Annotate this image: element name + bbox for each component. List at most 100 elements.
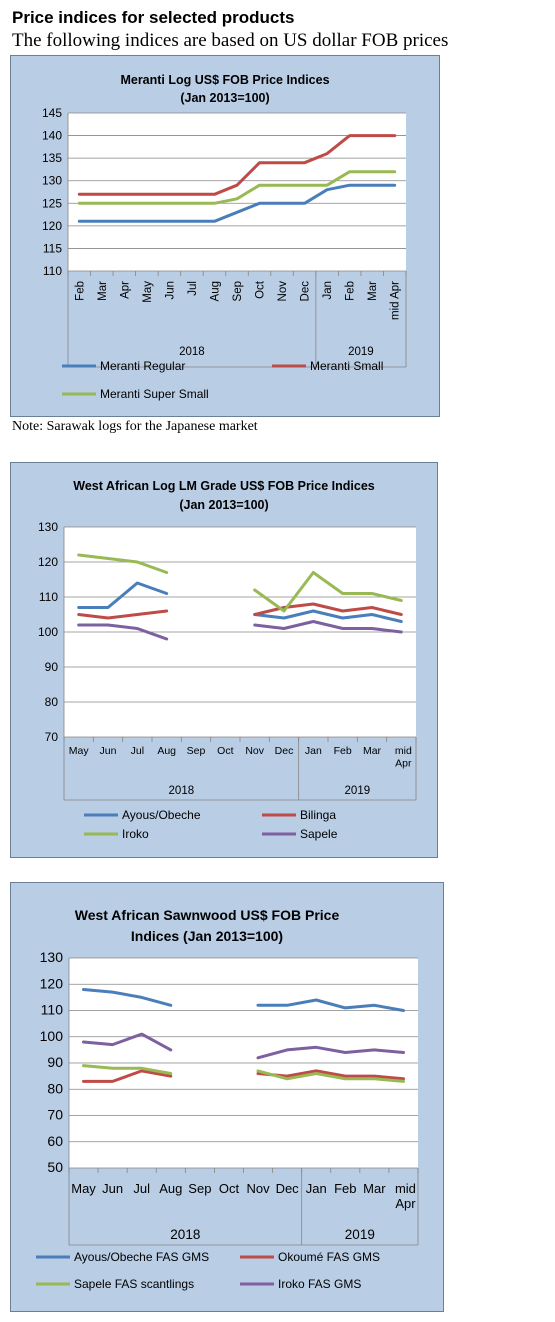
west-african-sawnwood-chart: West African Sawnwood US$ FOB Price Indic… [10, 882, 444, 1312]
x-tick-label: Dec [275, 745, 294, 757]
group-label: 2018 [169, 785, 195, 797]
y-tick-label: 90 [47, 1054, 63, 1070]
group-label: 2019 [345, 1227, 375, 1242]
y-tick-label: 70 [47, 1107, 63, 1123]
chart-title-line: Meranti Log US$ FOB Price Indices [120, 73, 329, 87]
legend-label: Meranti Regular [100, 359, 185, 373]
group-label: 2019 [348, 346, 374, 358]
y-tick-label: 60 [47, 1133, 63, 1149]
x-tick-label: Mar [97, 281, 109, 301]
chart-title-line: Indices (Jan 2013=100) [131, 928, 283, 944]
x-tick-label: Jan [305, 745, 322, 757]
group-label: 2018 [179, 346, 205, 358]
x-tick-label: Mar [363, 1181, 386, 1196]
x-tick-label: May [142, 281, 154, 303]
legend-label: Iroko [122, 827, 149, 841]
legend-label: Okoumé FAS GMS [278, 1250, 380, 1264]
x-tick-label: Jul [187, 281, 199, 296]
group-label: 2018 [170, 1227, 200, 1242]
x-tick-label: May [71, 1181, 96, 1196]
page-heading: Price indices for selected products [12, 8, 295, 27]
series-line-0 [77, 581, 403, 623]
series-line-2 [82, 1064, 405, 1083]
chart-title-line: (Jan 2013=100) [180, 91, 269, 105]
x-tick-label: Dec [300, 281, 312, 302]
x-tick-label: Jan [322, 281, 334, 300]
x-tick-label: Sep [232, 281, 244, 301]
x-tick-label: Sep [187, 745, 206, 757]
y-tick-label: 120 [38, 555, 58, 569]
series-line-1 [77, 134, 397, 196]
x-tick-label: mid Apr [395, 745, 412, 770]
x-tick-label: mid Apr [390, 281, 402, 320]
x-tick-label: Aug [159, 1181, 182, 1196]
legend-label: Ayous/Obeche [122, 808, 201, 822]
x-tick-label: Jun [102, 1181, 123, 1196]
x-tick-label: Nov [245, 745, 264, 757]
series-line-0 [77, 183, 397, 223]
x-tick-label: mid Apr [395, 1181, 416, 1211]
y-tick-label: 50 [47, 1159, 63, 1175]
y-tick-label: 80 [45, 695, 59, 709]
y-tick-label: 120 [40, 975, 64, 991]
x-tick-label: Oct [217, 745, 233, 757]
page-subheading: The following indices are based on US do… [12, 30, 449, 51]
y-tick-label: 90 [45, 660, 59, 674]
series-line-2 [77, 170, 397, 205]
x-tick-label: Jul [133, 1181, 150, 1196]
legend-label: Ayous/Obeche FAS GMS [74, 1250, 209, 1264]
x-tick-label: Jun [164, 281, 176, 300]
x-tick-label: Aug [209, 281, 221, 301]
x-tick-label: Feb [334, 1181, 356, 1196]
x-tick-label: Dec [276, 1181, 300, 1196]
x-tick-label: Jun [100, 745, 117, 757]
legend-label: Sapele [300, 827, 338, 841]
x-tick-label: Nov [277, 281, 289, 302]
y-tick-label: 140 [42, 129, 62, 143]
y-tick-label: 145 [42, 106, 62, 120]
series-line-1 [82, 1069, 405, 1083]
y-tick-label: 100 [38, 625, 58, 639]
x-tick-label: Jan [306, 1181, 327, 1196]
y-tick-label: 100 [40, 1028, 64, 1044]
y-tick-label: 130 [38, 520, 58, 534]
y-tick-label: 130 [40, 949, 64, 965]
y-tick-label: 110 [39, 590, 58, 604]
x-tick-label: Feb [334, 745, 352, 757]
chart-title-line: (Jan 2013=100) [179, 498, 268, 512]
x-tick-label: Mar [363, 745, 382, 757]
legend-label: Bilinga [300, 808, 336, 822]
y-tick-label: 110 [41, 1002, 64, 1018]
x-tick-label: Feb [74, 281, 86, 301]
y-tick-label: 110 [43, 264, 62, 278]
x-tick-label: May [69, 745, 90, 757]
x-tick-label: Jul [131, 745, 144, 757]
legend-label: Iroko FAS GMS [278, 1277, 361, 1291]
meranti-log-chart: Meranti Log US$ FOB Price Indices (Jan 20… [10, 55, 440, 417]
y-tick-label: 115 [43, 241, 62, 255]
legend-label: Meranti Small [310, 359, 383, 373]
legend-label: Meranti Super Small [100, 387, 209, 401]
group-label: 2019 [345, 785, 371, 797]
y-tick-label: 80 [47, 1080, 63, 1096]
chart-note: Note: Sarawak logs for the Japanese mark… [12, 419, 258, 434]
y-tick-label: 70 [45, 730, 59, 744]
legend-label: Sapele FAS scantlings [74, 1277, 194, 1291]
x-tick-label: Aug [157, 745, 176, 757]
y-tick-label: 130 [42, 174, 62, 188]
west-african-log-chart: West African Log LM Grade US$ FOB Price … [10, 462, 438, 858]
plot-area [68, 113, 406, 271]
series-line-2 [77, 553, 403, 613]
chart-title-line: West African Sawnwood US$ FOB Price [75, 907, 340, 923]
series-line-3 [77, 620, 403, 641]
y-tick-label: 135 [42, 151, 62, 165]
y-tick-label: 120 [42, 219, 62, 233]
x-tick-label: Mar [367, 281, 379, 301]
x-tick-label: Feb [345, 281, 357, 301]
x-tick-label: Sep [188, 1181, 211, 1196]
x-tick-label: Apr [119, 281, 131, 299]
x-tick-label: Nov [246, 1181, 270, 1196]
series-line-3 [82, 1032, 405, 1060]
series-line-0 [82, 988, 405, 1012]
chart-title-line: West African Log LM Grade US$ FOB Price … [73, 479, 375, 493]
